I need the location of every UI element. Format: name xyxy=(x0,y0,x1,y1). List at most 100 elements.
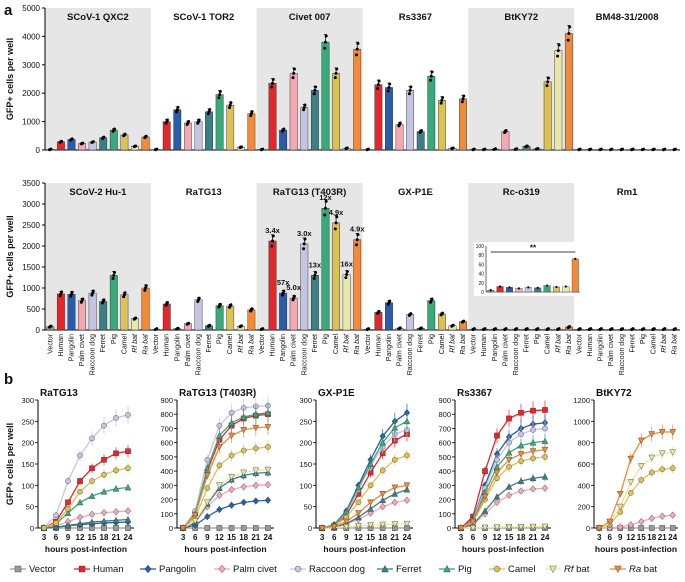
data-point xyxy=(252,481,259,490)
data-point xyxy=(379,496,387,504)
data-point xyxy=(379,467,386,474)
y-tick-label: 1000 xyxy=(22,118,40,127)
x-tick-label: Ferret xyxy=(100,334,107,353)
bar xyxy=(300,107,309,151)
replicate-point xyxy=(377,79,381,83)
legend-label-rest: bat xyxy=(641,564,657,575)
replicate-point xyxy=(302,108,306,112)
replicate-point xyxy=(642,147,646,151)
data-point xyxy=(506,439,512,446)
replicate-point xyxy=(376,86,380,90)
x-axis-title: hours post-infection xyxy=(45,544,127,554)
data-point xyxy=(627,521,634,529)
data-point xyxy=(101,456,107,463)
data-point xyxy=(76,513,84,522)
x-tick-label: Ferret xyxy=(524,334,531,353)
series-line xyxy=(460,449,546,529)
replicate-point xyxy=(345,146,349,150)
replicate-point xyxy=(429,78,433,82)
data-point xyxy=(367,482,374,489)
x-tick-label: Vector xyxy=(471,333,478,354)
x-tick-label: Palm civet xyxy=(397,334,404,366)
legend-label-italic: Rf xyxy=(564,564,575,575)
data-point xyxy=(216,482,223,489)
bar xyxy=(332,73,340,151)
data-point xyxy=(253,445,259,452)
y-tick-label: 200 xyxy=(160,496,173,505)
data-point xyxy=(78,565,86,573)
data-point xyxy=(88,492,96,499)
replicate-point xyxy=(165,118,169,122)
data-point xyxy=(342,508,350,515)
inset-tick-label: 40 xyxy=(478,272,484,278)
replicate-point xyxy=(546,327,550,331)
replicate-point xyxy=(144,134,148,138)
x-tick-label: 21 xyxy=(390,533,399,542)
bar xyxy=(321,41,330,151)
replicate-point xyxy=(240,324,244,328)
data-point xyxy=(391,484,399,492)
series-line xyxy=(43,518,129,529)
replicate-point xyxy=(525,144,529,148)
data-point xyxy=(294,565,302,573)
data-point xyxy=(506,415,512,422)
replicate-point xyxy=(460,100,464,104)
bar xyxy=(406,314,415,331)
data-point xyxy=(265,444,271,450)
y-tick-label: 0 xyxy=(169,524,173,533)
bar xyxy=(173,109,182,151)
replicate-point xyxy=(282,127,286,131)
replicate-point xyxy=(409,85,413,89)
data-point xyxy=(203,499,211,506)
series-line xyxy=(321,433,408,529)
data-point xyxy=(264,424,272,431)
fold-change-label: 5.0x xyxy=(286,283,301,292)
y-tick-label: 800 xyxy=(160,410,173,419)
y-tick-label: 200 xyxy=(299,439,312,448)
replicate-point xyxy=(388,299,392,303)
replicate-point xyxy=(175,110,179,114)
replicate-point xyxy=(462,319,466,323)
data-point xyxy=(265,525,271,531)
replicate-point xyxy=(323,46,327,50)
replicate-point xyxy=(610,327,614,331)
replicate-point xyxy=(334,221,338,225)
replicate-point xyxy=(545,84,549,88)
data-point xyxy=(614,565,622,574)
bar xyxy=(289,297,298,331)
bar xyxy=(374,312,383,331)
replicate-point xyxy=(398,326,402,330)
replicate-point xyxy=(621,147,625,151)
x-tick-label: 24 xyxy=(263,533,272,542)
data-point xyxy=(627,489,634,496)
inset-tick-label: 60 xyxy=(478,262,484,268)
x-tick-label: Human xyxy=(58,334,65,357)
bar xyxy=(205,111,213,151)
bar xyxy=(332,222,340,331)
replicate-point xyxy=(144,284,148,288)
panel-title: RaTG13 xyxy=(186,187,222,198)
data-point xyxy=(379,502,386,511)
bar xyxy=(194,299,203,331)
y-tick-label: 5000 xyxy=(22,4,40,13)
data-point xyxy=(658,429,666,436)
data-point xyxy=(318,525,326,532)
data-point xyxy=(457,525,465,532)
replicate-point xyxy=(49,324,53,328)
data-point xyxy=(342,518,350,526)
data-point xyxy=(112,508,120,516)
replicate-point xyxy=(227,106,231,110)
bar xyxy=(416,131,425,151)
bar xyxy=(226,104,235,151)
data-point xyxy=(101,422,107,429)
data-point xyxy=(216,444,223,451)
data-point xyxy=(481,524,489,532)
data-point xyxy=(88,518,96,525)
data-point xyxy=(541,523,549,531)
replicate-point xyxy=(472,147,476,151)
x-tick-label: 3 xyxy=(597,533,602,542)
data-point xyxy=(530,427,536,433)
replicate-point xyxy=(504,129,508,133)
data-point xyxy=(125,465,131,472)
x-tick-label: Pangolin xyxy=(386,334,393,361)
